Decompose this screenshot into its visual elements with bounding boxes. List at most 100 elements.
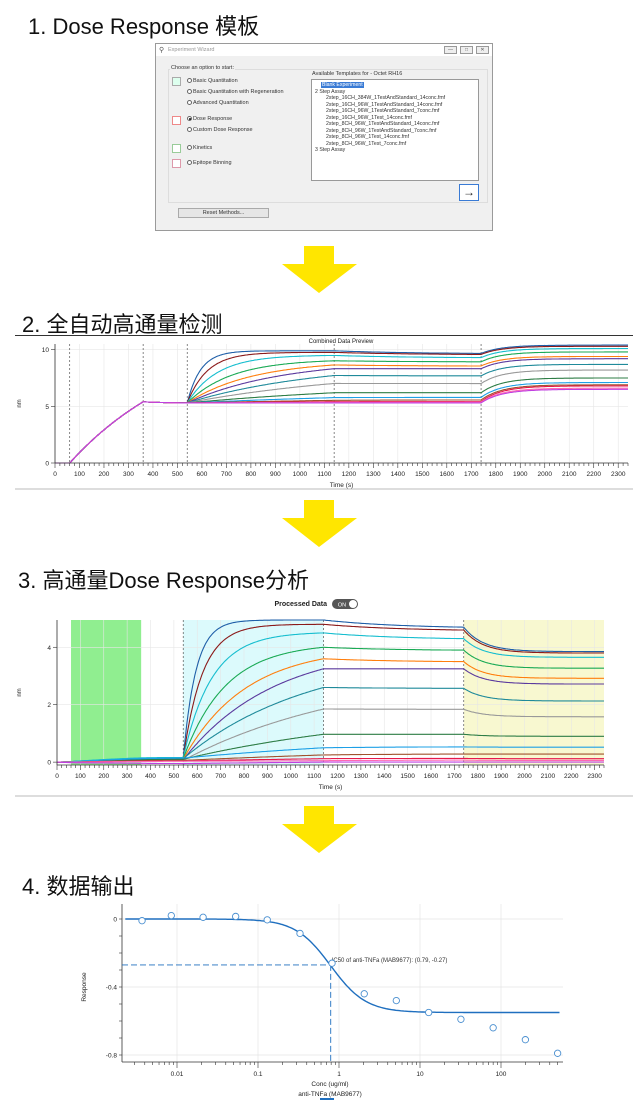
- x-tick-label: 2000: [517, 773, 532, 780]
- tree-item-template[interactable]: 2step_16CH_96W_1TestAndStandard_7conc.fm…: [326, 108, 440, 114]
- series-line-10: [57, 746, 604, 763]
- option-label: Dose Response: [193, 116, 233, 122]
- y-axis-label: nm: [17, 399, 23, 407]
- down-arrow-icon: [282, 806, 357, 853]
- window-title: Experiment Wizard: [168, 47, 215, 53]
- tree-group-2-step[interactable]: 2 Step Assay: [315, 88, 346, 95]
- data-point: [138, 917, 146, 925]
- x-tick-label: 2300: [611, 471, 626, 478]
- series-line-2: [55, 345, 628, 464]
- x-tick-label: 1700: [464, 471, 479, 478]
- x-tick-label: 500: [168, 773, 179, 780]
- radio[interactable]: [187, 78, 192, 84]
- section-title-analysis: 3. 高通量Dose Response分析: [18, 568, 309, 593]
- x-tick-label: 2100: [541, 773, 556, 780]
- radio[interactable]: [187, 100, 192, 106]
- radio[interactable]: [187, 160, 192, 166]
- x-tick-label: 2000: [538, 471, 553, 478]
- data-point: [232, 912, 240, 921]
- x-tick-label: 400: [145, 773, 156, 780]
- tree-item-template[interactable]: 2step_16CH_96W_1Test_14conc.fmf: [326, 114, 412, 121]
- radio[interactable]: [187, 127, 192, 133]
- fit-curve: [125, 918, 560, 1014]
- x-tick-label: 800: [239, 773, 250, 780]
- series-line-9: [57, 733, 604, 763]
- x-tick-label: 1000: [284, 773, 299, 780]
- y-axis-label: Response: [81, 972, 88, 1002]
- x-tick-label: 2300: [587, 773, 602, 780]
- tree-group-3-step[interactable]: 3 Step Assay: [315, 147, 346, 153]
- tree-item-template[interactable]: 2step_8CH_96W_1TestAndStandard_14conc.fm…: [326, 121, 440, 127]
- tree-item-template[interactable]: 2step_8CH_96W_1TestAndStandard_7conc.fmf: [326, 127, 437, 134]
- y-tick-label: 5: [45, 404, 49, 411]
- x-tick-label: 2200: [586, 471, 601, 478]
- x-tick-label: 300: [123, 471, 134, 478]
- x-tick-label: 1100: [317, 471, 331, 478]
- series-line-13: [55, 387, 628, 464]
- x-tick-label: 1600: [440, 471, 455, 478]
- section-title-template: 1. Dose Response 模板: [28, 14, 260, 39]
- option-basic-quantitation[interactable]: Basic Quantitation: [187, 78, 238, 84]
- tree-item-template[interactable]: 2step_8CH_96W_1Test_7conc.fmf: [326, 140, 407, 147]
- option-label: Epitope Binning: [193, 160, 232, 166]
- option-custom-dose-response[interactable]: Custom Dose Response: [187, 127, 253, 133]
- x-tick-label: 0.01: [171, 1071, 184, 1078]
- option-label: Basic Quantitation: [193, 78, 238, 84]
- processed-data-chart: Processed Data ON 0 100 200 300 400 500 600 700 80…: [15, 599, 633, 797]
- series-line-3: [57, 632, 604, 763]
- y-tick-label: 0: [113, 917, 117, 924]
- tree-item-template[interactable]: 2step_16CH_384W_1TestAndStandard_14conc.…: [326, 95, 446, 101]
- maximize-button[interactable]: □: [460, 46, 473, 54]
- option-label: Basic Quantitation with Regeneration: [193, 89, 284, 95]
- tree-item-template[interactable]: 2step_8CH_96W_1Test_14conc.fmf: [326, 134, 410, 140]
- x-tick-label: 200: [99, 471, 110, 478]
- next-button[interactable]: →: [459, 184, 479, 201]
- radio-checked[interactable]: [187, 116, 192, 122]
- x-tick-label: 900: [262, 773, 273, 780]
- series-line-1: [55, 344, 628, 464]
- x-tick-label: 100: [74, 471, 85, 478]
- processed-data-toggle[interactable]: ON: [332, 599, 358, 609]
- x-tick-label: 800: [245, 471, 256, 478]
- series-line-11: [57, 753, 604, 763]
- x-tick-label: 1800: [471, 773, 486, 780]
- radio[interactable]: [187, 145, 192, 151]
- reset-methods-button[interactable]: Reset Methods...: [178, 208, 269, 218]
- templates-tree[interactable]: Blank Experiment 2 Step Assay 2step_16CH…: [311, 79, 479, 181]
- option-kinetics[interactable]: Kinetics: [187, 145, 212, 151]
- x-tick-label: 0: [55, 773, 59, 780]
- x-tick-label: 1800: [489, 471, 504, 478]
- minimize-button[interactable]: —: [444, 46, 457, 54]
- series-line-7: [57, 686, 604, 763]
- radio[interactable]: [187, 89, 192, 95]
- tree-item-blank-experiment[interactable]: Blank Experiment: [321, 82, 364, 88]
- option-advanced-quantitation[interactable]: Advanced Quantitation: [187, 100, 249, 106]
- title-bar: ⚲ Experiment Wizard — □ ✕: [156, 44, 492, 56]
- data-point: [392, 996, 400, 1005]
- x-tick-label: 1600: [424, 773, 439, 780]
- x-axis-label: Time (s): [330, 482, 354, 489]
- close-button[interactable]: ✕: [476, 46, 489, 54]
- data-point: [360, 990, 368, 998]
- x-tick-label: 700: [221, 471, 232, 478]
- toggle-knob: [348, 599, 358, 609]
- series-line-13: [57, 759, 604, 763]
- dose-response-icon: [172, 116, 181, 125]
- option-basic-quantitation-regeneration[interactable]: Basic Quantitation with Regeneration: [187, 89, 284, 95]
- option-group: [168, 69, 488, 203]
- legend-label: anti-TNFa (MAB9677): [298, 1091, 362, 1098]
- x-tick-label: 2100: [562, 471, 577, 478]
- data-point: [553, 1049, 562, 1057]
- series-line-3: [55, 347, 628, 464]
- option-dose-response[interactable]: Dose Response: [187, 116, 232, 122]
- y-tick-label: 2: [47, 702, 51, 709]
- tree-item-template[interactable]: 2step_16CH_96W_1TestAndStandard_14conc.f…: [326, 101, 443, 108]
- experiment-wizard-window: ⚲ Experiment Wizard — □ ✕ Choose an opti…: [155, 43, 493, 231]
- data-point: [489, 1024, 497, 1032]
- x-tick-label: 100: [75, 773, 86, 780]
- option-epitope-binning[interactable]: Epitope Binning: [187, 160, 232, 166]
- x-tick-label: 900: [270, 471, 281, 478]
- option-label: Kinetics: [193, 145, 213, 151]
- series-line-10: [55, 381, 628, 464]
